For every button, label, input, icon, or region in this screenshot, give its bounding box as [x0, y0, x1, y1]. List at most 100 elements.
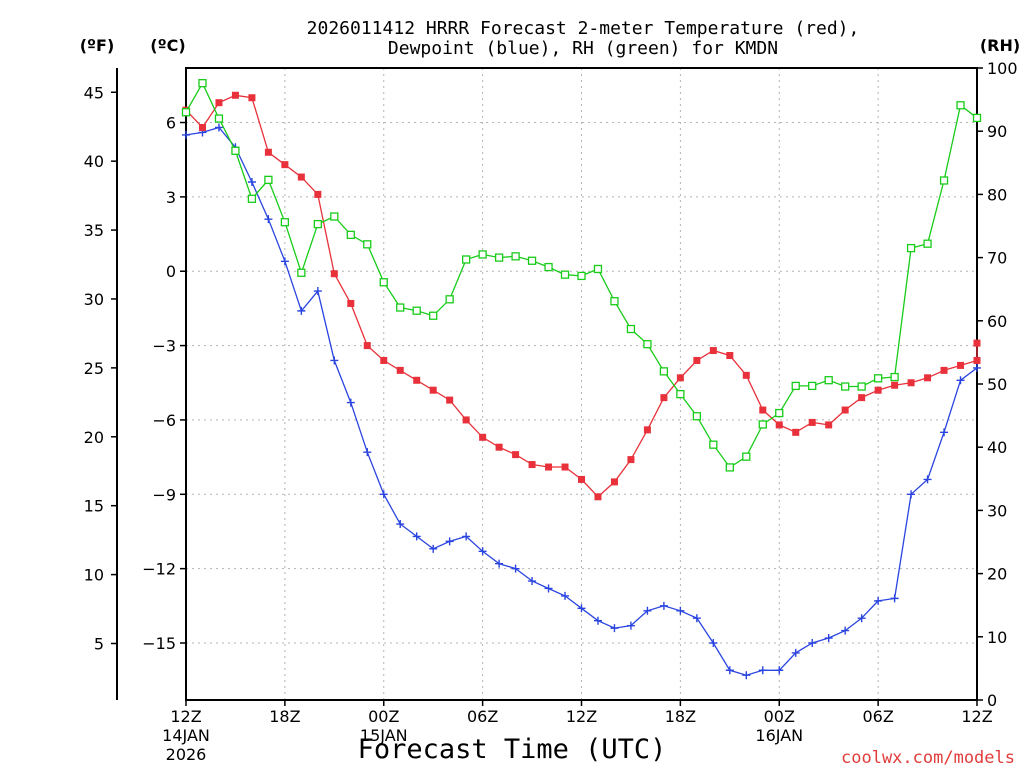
temperature-point [726, 351, 734, 359]
dewpoint-point [297, 306, 306, 315]
dewpoint-point [280, 257, 289, 266]
temperature-point [709, 347, 717, 355]
rh-point [709, 440, 718, 449]
rh-point [676, 389, 685, 399]
dewpoint-point [214, 123, 223, 132]
temperature-point [495, 443, 503, 451]
rh-point [511, 252, 520, 261]
dewpoint-point [495, 559, 504, 568]
dewpoint-point [676, 606, 685, 615]
chart-title-line-1: 2026011412 HRRR Forecast 2-meter Tempera… [307, 18, 860, 39]
temperature-point [610, 478, 618, 486]
dewpoint-point [445, 537, 454, 546]
rh-point [478, 250, 487, 259]
fahrenheit-tick-label: 5 [94, 634, 104, 653]
rh-point [297, 268, 306, 277]
fahrenheit-axis-unit: (ºF) [80, 36, 115, 55]
dewpoint-point [857, 614, 866, 623]
dewpoint-point [429, 544, 438, 553]
temperature-point [446, 396, 454, 404]
celsius-tick-label: 0 [166, 262, 176, 281]
temperature-point [924, 374, 932, 382]
rh-point [775, 408, 784, 418]
temperature-point [462, 416, 470, 424]
temperature-point [891, 381, 899, 389]
celsius-tick-label: −12 [142, 560, 176, 579]
rh-tick-label: 100 [987, 59, 1018, 78]
rh-point [972, 113, 982, 123]
temperature-point [380, 356, 388, 364]
celsius-tick-label: −15 [142, 634, 176, 653]
temperature-point [792, 428, 800, 436]
rh-tick-label: 0 [987, 691, 997, 710]
rh-point [363, 240, 372, 249]
celsius-tick-label: 6 [166, 114, 176, 133]
temperature-point [578, 475, 585, 483]
rh-point [841, 382, 850, 391]
temperature-point [660, 394, 668, 402]
temperature-point [825, 421, 833, 429]
temperature-point [594, 493, 602, 501]
rh-point [956, 101, 965, 110]
rh-point [758, 420, 767, 429]
dewpoint-point [363, 448, 372, 457]
temperature-point [808, 418, 816, 426]
rh-point [923, 239, 932, 248]
dewpoint-point [841, 626, 850, 635]
dewpoint-point [725, 666, 734, 675]
rh-point [808, 381, 817, 391]
fahrenheit-tick-label: 45 [84, 83, 104, 102]
x-tick-label: 15JAN [360, 726, 408, 745]
rh-point [198, 79, 207, 88]
temperature-point [627, 456, 635, 464]
dewpoint-point [561, 591, 570, 600]
rh-point [330, 212, 339, 221]
rh-point [379, 278, 388, 287]
temperature-point [429, 386, 437, 394]
dewpoint-point [709, 638, 718, 647]
rh-point [939, 176, 949, 185]
celsius-tick-label: −3 [152, 337, 176, 356]
celsius-tick-label: −9 [152, 485, 176, 504]
rh-point [577, 271, 586, 281]
series-open-square-group [181, 79, 982, 472]
temperature-point [231, 91, 239, 99]
dewpoint-point [808, 638, 817, 647]
dewpoint-point [940, 428, 949, 437]
dewpoint-point [462, 532, 471, 541]
dewpoint-point [577, 604, 586, 613]
fahrenheit-tick-label: 40 [84, 152, 104, 171]
dewpoint-point [379, 490, 388, 499]
temperature-point [281, 161, 289, 169]
dewpoint-point [313, 287, 322, 296]
temperature-point [512, 451, 520, 459]
dewpoint-point [824, 634, 833, 643]
rh-tick-label: 50 [987, 375, 1007, 394]
x-tick-label: 2026 [166, 745, 207, 764]
x-tick-label: 06Z [862, 707, 893, 726]
temperature-point [907, 379, 915, 387]
rh-point [412, 306, 421, 315]
fahrenheit-tick-label: 20 [84, 428, 104, 447]
temperature-point [413, 376, 421, 384]
series-line [185, 126, 978, 676]
temperature-point [693, 356, 701, 364]
temperature-point [759, 406, 767, 414]
dewpoint-point [528, 577, 537, 586]
temperature-point [742, 371, 750, 379]
rh-point [494, 253, 504, 262]
dewpoint-point [264, 215, 273, 224]
dewpoint-point [956, 376, 965, 385]
rh-point [346, 230, 355, 239]
rh-point [906, 243, 916, 253]
dewpoint-point [692, 614, 701, 623]
rh-tick-label: 30 [987, 501, 1007, 520]
dewpoint-point [330, 356, 339, 365]
x-tick-label: 16JAN [755, 726, 803, 745]
temperature-point [264, 148, 272, 156]
dewpoint-point [775, 666, 784, 675]
temperature-point [363, 342, 371, 350]
rh-point [429, 311, 438, 320]
temperature-point [940, 366, 948, 374]
